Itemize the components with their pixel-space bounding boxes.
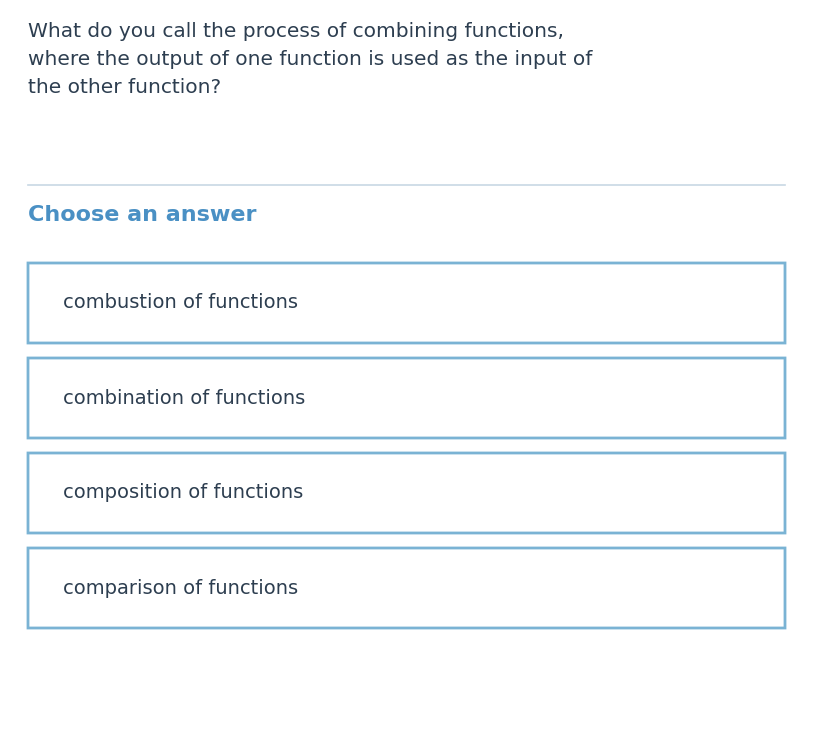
FancyBboxPatch shape (28, 453, 785, 533)
Text: Choose an answer: Choose an answer (28, 205, 256, 225)
FancyBboxPatch shape (28, 548, 785, 628)
Text: combustion of functions: combustion of functions (63, 293, 298, 313)
Text: comparison of functions: comparison of functions (63, 579, 298, 598)
FancyBboxPatch shape (28, 358, 785, 438)
Text: composition of functions: composition of functions (63, 483, 303, 503)
Text: What do you call the process of combining functions,
where the output of one fun: What do you call the process of combinin… (28, 22, 593, 97)
FancyBboxPatch shape (28, 263, 785, 343)
Text: combination of functions: combination of functions (63, 389, 305, 407)
